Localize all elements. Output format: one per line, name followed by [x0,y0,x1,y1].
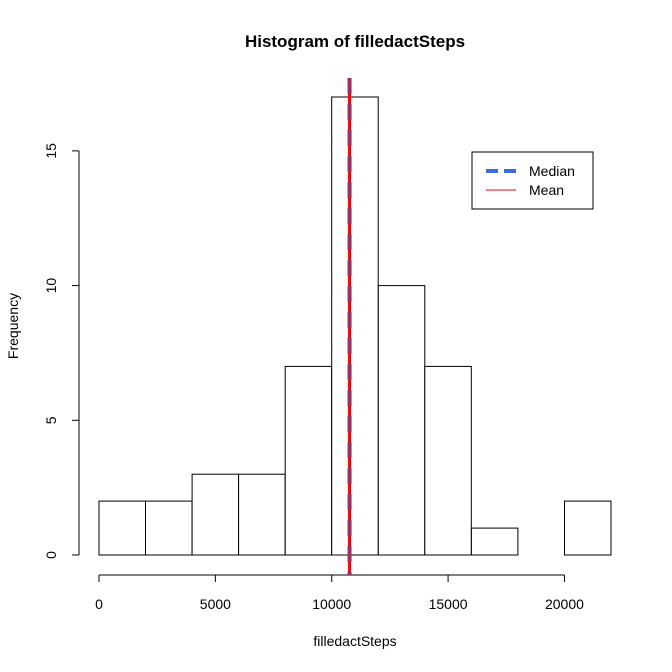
histogram-bar [424,365,472,556]
y-tick-label: 10 [43,278,59,294]
chart-title: Histogram of filledactSteps [245,32,465,51]
y-axis: 0 5 10 15 [43,143,80,559]
histogram-bar [238,473,286,556]
y-axis-label: Frequency [5,293,21,359]
histogram-bar [470,527,519,556]
histogram-bar [284,365,333,556]
legend-box [471,151,594,210]
histogram-bar [191,473,240,556]
legend: Median Mean [471,151,594,210]
histogram-bars [98,96,612,556]
histogram-bar [377,285,426,556]
x-tick-label: 15000 [429,596,468,612]
x-axis: 0 5000 10000 15000 20000 [95,574,584,612]
x-tick-label: 5000 [200,596,231,612]
histogram-bar [564,500,612,556]
legend-median-label: Median [529,163,575,179]
y-tick-label: 0 [43,551,59,559]
histogram-bar [331,96,379,556]
legend-mean-label: Mean [529,182,564,198]
y-tick-label: 15 [43,143,59,159]
x-tick-label: 10000 [312,596,351,612]
histogram-bar [98,500,146,556]
y-tick-label: 5 [43,416,59,424]
histogram-bar [145,500,193,556]
x-axis-label: filledactSteps [313,633,396,649]
x-tick-label: 0 [95,596,103,612]
x-tick-label: 20000 [545,596,584,612]
